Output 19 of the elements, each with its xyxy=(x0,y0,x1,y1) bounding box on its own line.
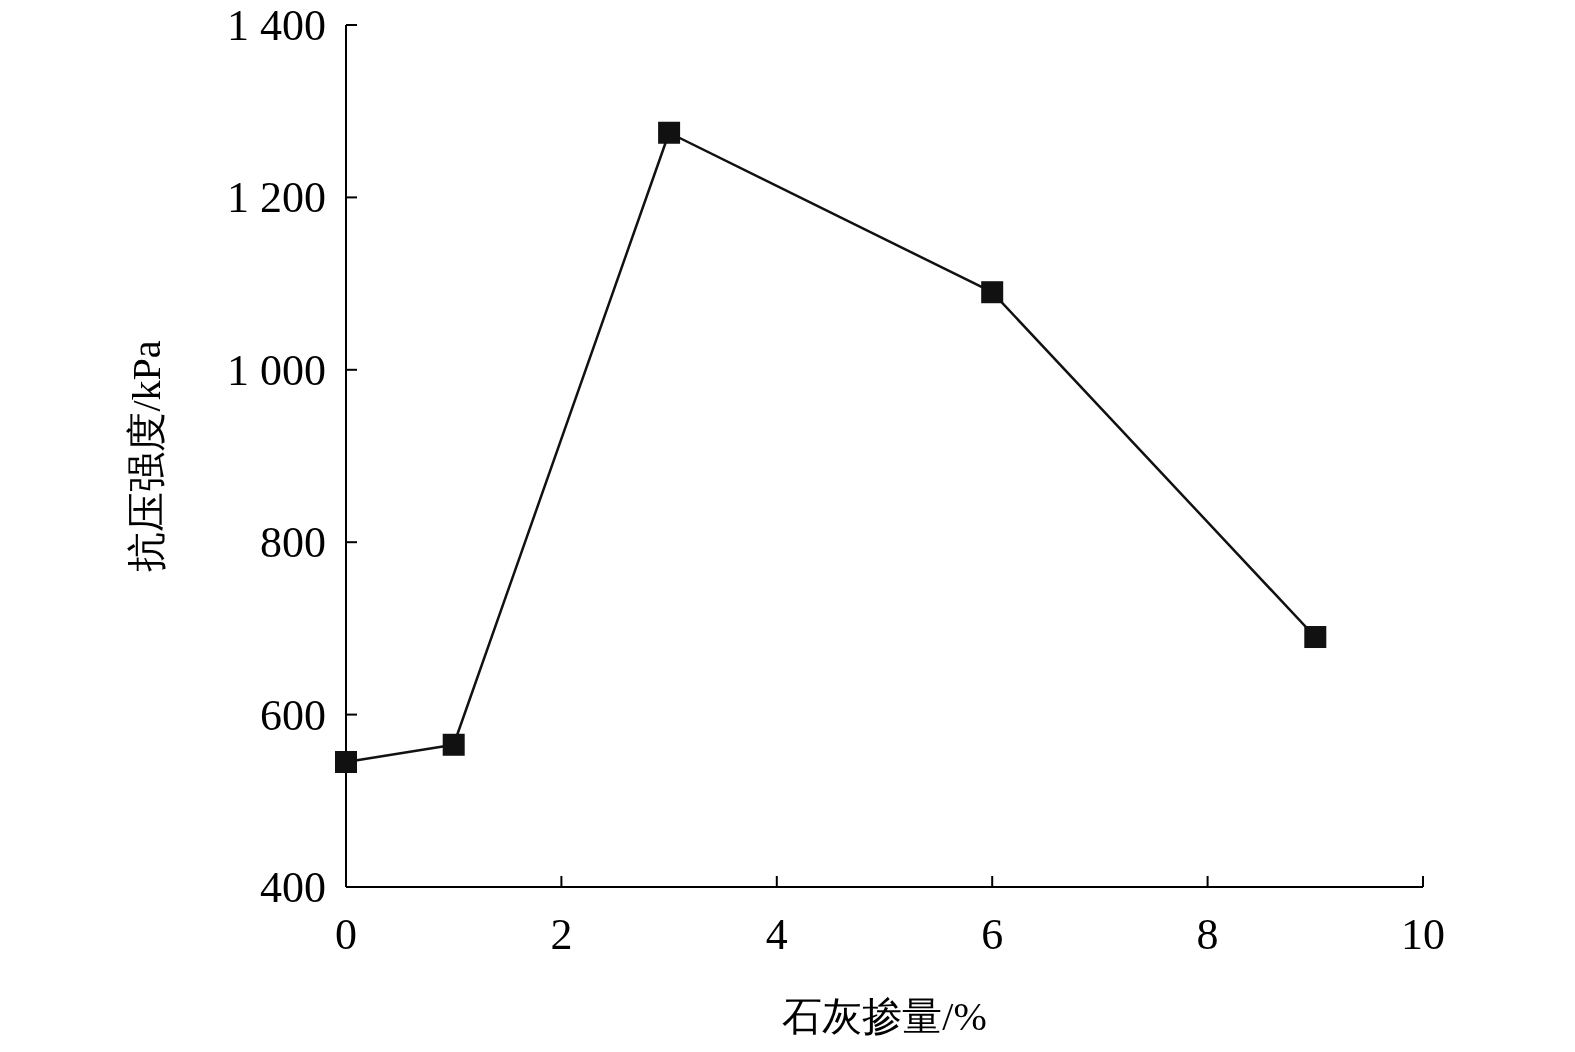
y-tick-label: 800 xyxy=(260,518,326,568)
x-tick-label: 8 xyxy=(1196,910,1219,959)
x-tick-label: 2 xyxy=(550,910,573,959)
y-tick-label: 1 200 xyxy=(227,173,326,223)
point xyxy=(1304,626,1327,649)
y-tick-label: 400 xyxy=(260,863,326,912)
y-axis-title: 抗压强度/kPa xyxy=(124,340,169,572)
y-tick-label: 600 xyxy=(260,690,326,740)
y-tick-label: 1 400 xyxy=(227,1,326,50)
point xyxy=(981,281,1004,304)
y-tick-label: 1 000 xyxy=(227,345,326,395)
point xyxy=(442,733,465,756)
x-axis-title: 石灰掺量/% xyxy=(782,994,987,1039)
point xyxy=(658,121,681,144)
x-tick-label: 0 xyxy=(335,910,357,959)
x-tick-label: 10 xyxy=(1401,910,1445,959)
x-tick-label: 6 xyxy=(981,910,1004,959)
x-tick-label: 4 xyxy=(765,910,788,959)
point xyxy=(335,751,357,774)
